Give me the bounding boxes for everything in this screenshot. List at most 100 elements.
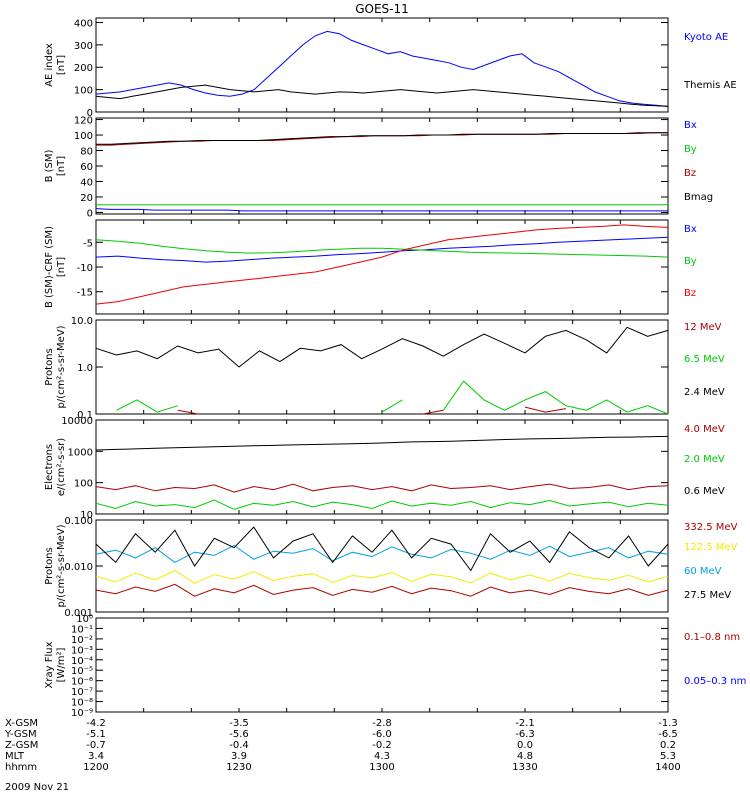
footer-row-label: MLT [5, 751, 25, 762]
panel-4: 0.1 1.0 10.0 Protons p/(cm²-s-sr-MeV) 12 MeV 6… [44, 316, 725, 421]
y-tick-label: 10⁻⁸ [71, 698, 93, 709]
y-tick-label: 10⁻⁷ [71, 687, 93, 698]
legend-label: 2.4 MeV [684, 387, 725, 398]
legend-label: Bx [684, 224, 697, 235]
series-line [95, 236, 669, 263]
series-line [95, 30, 669, 107]
y-tick-label: 300 [74, 41, 93, 52]
legend-label: Bz [684, 168, 696, 179]
series-line [95, 526, 669, 572]
y-tick-label: -5 [83, 238, 93, 249]
y-axis-unit: [nT] [56, 156, 67, 176]
series-line [95, 569, 669, 584]
y-axis-label: Protons [44, 348, 55, 385]
y-tick-label: 0.010 [64, 562, 93, 573]
series-line [95, 239, 669, 258]
footer-value: -3.5 [229, 718, 249, 729]
footer-value: 0.0 [517, 740, 533, 751]
footer-value: -5.6 [229, 729, 249, 740]
legend-label: 60 MeV [684, 566, 722, 577]
y-axis-unit: p/(cm²-s-sr-MeV) [56, 524, 67, 607]
y-axis-label: Electrons [44, 444, 55, 490]
y-tick-label: 10⁻⁶ [71, 677, 93, 688]
panel-frame [95, 419, 669, 515]
footer-value: -4.2 [86, 718, 106, 729]
plot-title: GOES-11 [355, 2, 409, 16]
series-line [95, 84, 669, 107]
y-axis-label: AE index [44, 43, 55, 87]
legend-label: Bz [684, 288, 696, 299]
series-line [96, 132, 668, 146]
series-line [178, 407, 668, 414]
y-axis-label: Xray Flux [44, 641, 55, 688]
series-line [95, 483, 669, 493]
legend-label: 0.1–0.8 nm [684, 632, 740, 643]
footer-value: 1400 [655, 762, 680, 773]
y-axis-unit: [W/m²] [56, 647, 67, 682]
y-tick-label: 20 [80, 193, 93, 204]
legend-label: 332.5 MeV [684, 522, 738, 533]
y-tick-label: 80 [80, 147, 93, 158]
footer-value: -0.7 [86, 740, 106, 751]
y-tick-label: 10.0 [71, 316, 93, 327]
y-tick-label: 10⁻⁴ [71, 656, 93, 667]
legend-label: 6.5 MeV [684, 354, 725, 365]
series-line [95, 208, 668, 212]
footer-value: -5.1 [86, 729, 106, 740]
y-tick-label: 60 [80, 162, 93, 173]
y-tick-label: 10⁻¹ [71, 624, 93, 635]
panel-frame [95, 219, 669, 315]
footer-value: 3.4 [88, 751, 104, 762]
legend-label: 0.6 MeV [684, 486, 725, 497]
legend-label: Bmag [684, 192, 713, 203]
series-line [116, 380, 669, 415]
y-tick-label: 120 [74, 116, 93, 127]
legend-label: 27.5 MeV [684, 590, 731, 601]
y-tick-label: 10000 [61, 416, 93, 427]
y-tick-label: 1000 [68, 447, 93, 458]
legend-label: Kyoto AE [684, 32, 728, 43]
y-tick-label: 10⁻⁵ [71, 666, 93, 677]
footer-value: 1230 [226, 762, 251, 773]
footer-value: 1200 [83, 762, 108, 773]
y-tick-label: 400 [74, 18, 93, 29]
y-axis-label: Protons [44, 547, 55, 584]
y-tick-label: 0.100 [64, 516, 93, 527]
footer-value: -6.5 [658, 729, 678, 740]
y-tick-label: 10⁻⁹ [71, 708, 93, 719]
footer-value: 1330 [512, 762, 537, 773]
panel-frame [95, 319, 669, 415]
footer-value: -0.2 [372, 740, 392, 751]
y-tick-label: 10⁻² [71, 635, 93, 646]
panel-3: -15 -10 -5 B (SM)-CRF (SM) [nT] Bx By Bz [44, 219, 697, 315]
y-tick-label: 40 [80, 177, 93, 188]
series-line [95, 583, 669, 597]
footer-value: -2.8 [372, 718, 392, 729]
footer-value: 1300 [369, 762, 394, 773]
legend-label: Bx [684, 120, 697, 131]
footer-value: 5.3 [660, 751, 676, 762]
legend-label: 12 MeV [684, 322, 722, 333]
y-tick-label: 100 [74, 86, 93, 97]
y-axis-unit: [nT] [56, 257, 67, 277]
footer-value: 4.8 [517, 751, 533, 762]
panel-frame [95, 617, 669, 713]
footer-row-label: hhmm [5, 762, 37, 773]
legend-label: By [684, 144, 697, 155]
y-tick-label: 100 [74, 479, 93, 490]
series-line [95, 435, 669, 451]
y-tick-label: 100 [74, 131, 93, 142]
footer-row-label: X-GSM [5, 718, 38, 729]
y-tick-label: 0.001 [64, 608, 93, 619]
footer-date: 2009 Nov 21 [5, 782, 69, 793]
y-axis-unit: p/(cm²-s-sr-MeV) [56, 325, 67, 408]
footer-row-label: Z-GSM [5, 740, 38, 751]
series-line [95, 499, 669, 510]
panel-5: 10 100 1000 10000 Electrons e/(cm²-s-sr) 4.0 M… [44, 416, 725, 521]
series-line [95, 326, 669, 368]
panel-frame [95, 519, 669, 613]
y-tick-label: 200 [74, 63, 93, 74]
y-tick-label: 0 [87, 208, 93, 219]
